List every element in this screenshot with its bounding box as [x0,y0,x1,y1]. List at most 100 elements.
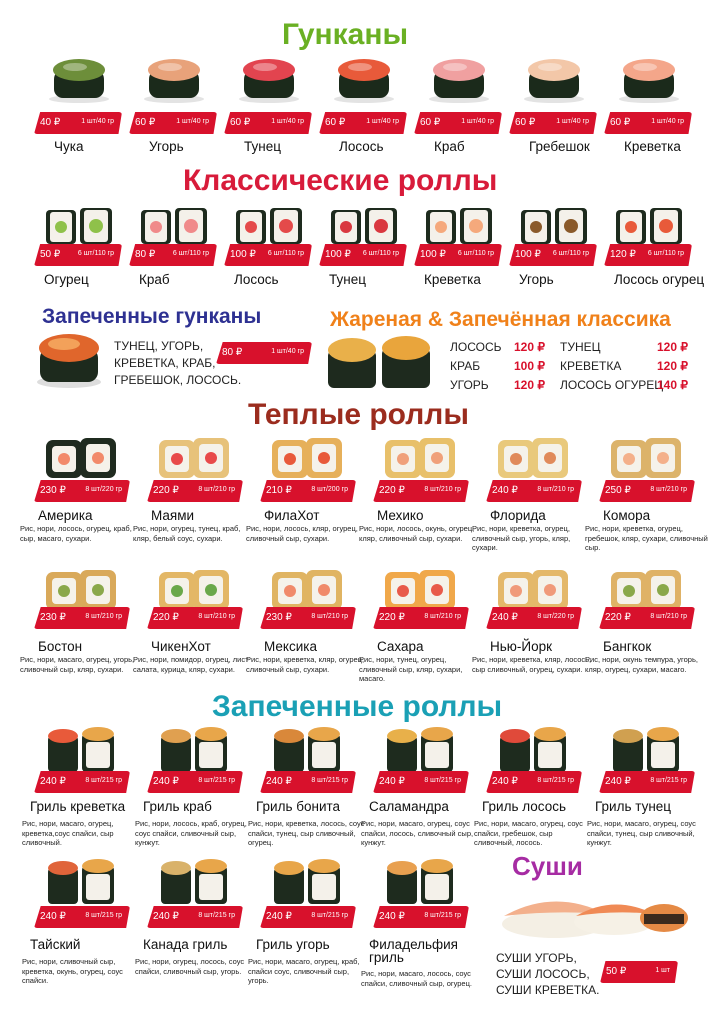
warm-roll-name: ФилаХот [264,508,320,523]
fried-classic-price: 120 ₽ [514,378,545,392]
price: 240 ₽ [266,776,292,787]
baked-gunkan-line: КРЕВЕТКА, КРАБ, [114,356,216,370]
portion: 6 шт/110 гр [457,250,494,257]
baked-roll-name: Гриль бонита [256,799,341,814]
price: 250 ₽ [605,485,631,496]
price-tag: 240 ₽ 8 шт/215 гр [34,906,130,928]
price: 240 ₽ [40,911,66,922]
price: 100 ₽ [325,249,351,260]
price-tag: 100 ₽ 6 шт/110 гр [224,244,312,266]
sushi-line: СУШИ ЛОСОСЬ, [496,967,590,981]
warm-roll-image [270,564,344,616]
portion: 8 шт/210 гр [85,613,122,620]
portion: 8 шт/210 гр [198,613,235,620]
sushi-description: СУШИ УГОРЬ, СУШИ ЛОСОСЬ, СУШИ КРЕВЕТКА. [496,950,600,998]
warm-roll-name: Бостон [38,639,83,654]
gunkan-image [517,52,591,104]
gunkan-image [42,52,116,104]
warm-roll-name: Комора [603,508,651,523]
sushi-line: СУШИ КРЕВЕТКА. [496,983,600,997]
warm-roll-name: Мексика [264,639,317,654]
gunkan-image [232,52,306,104]
baked-gunkan-line: ГРЕБЕШОК, ЛОСОСЬ. [114,373,242,387]
portion: 8 шт/200 гр [311,486,348,493]
price-tag: 220 ₽ 8 шт/210 гр [373,480,469,502]
price: 60 ₽ [420,117,441,128]
fried-classic-image [324,330,434,392]
baked-roll-image [609,724,683,776]
gunkan-name: Гребешок [529,139,590,154]
fried-classic-price: 100 ₽ [514,359,545,373]
price-tag: 100 ₽ 6 шт/110 гр [414,244,502,266]
warm-roll-image [157,432,231,484]
price: 120 ₽ [610,249,636,260]
portion: 1 шт [655,967,670,974]
price: 80 ₽ [222,347,243,358]
price: 240 ₽ [379,911,405,922]
baked-roll-description: Рис, нори, масаго, огурец, соус спайси, … [587,819,696,847]
baked-roll-image [270,724,344,776]
classic-roll-name: Угорь [519,272,554,287]
baked-roll-image [157,724,231,776]
price: 240 ₽ [40,776,66,787]
warm-roll-name: Маями [151,508,195,523]
baked-roll-description: Рис, нори, креветка, лосось, соус спайси… [248,819,365,847]
portion: 8 шт/210 гр [650,486,687,493]
warm-roll-image [496,564,570,616]
portion: 1 шт/40 гр [651,118,684,125]
price: 60 ₽ [515,117,536,128]
price-tag: 250 ₽ 8 шт/210 гр [599,480,695,502]
sushi-line: СУШИ УГОРЬ, [496,951,577,965]
warm-roll-image [44,564,118,616]
portion: 8 шт/210 гр [311,613,348,620]
warm-roll-image [609,564,683,616]
price: 210 ₽ [266,485,292,496]
section-title-baked-gunkany: Запеченные гунканы [42,305,262,328]
section-title-sushi: Суши [512,851,583,881]
portion: 8 шт/215 гр [424,912,461,919]
sushi-image [494,880,694,950]
baked-roll-name: Гриль краб [143,799,212,814]
warm-roll-name: Нью-Йорк [490,639,553,654]
baked-gunkan-line: ТУНЕЦ, УГОРЬ, [114,339,204,353]
warm-roll-name: ЧикенХот [151,639,211,654]
portion: 8 шт/215 гр [650,777,687,784]
portion: 1 шт/40 гр [176,118,209,125]
classic-roll-image [232,198,306,250]
classic-roll-name: Креветка [424,272,481,287]
price: 60 ₽ [610,117,631,128]
price: 240 ₽ [492,612,518,623]
classic-roll-image [422,198,496,250]
baked-roll-image [270,856,344,908]
baked-roll-image [44,856,118,908]
baked-gunkan-description: ТУНЕЦ, УГОРЬ, КРЕВЕТКА, КРАБ, ГРЕБЕШОК, … [114,338,241,389]
price: 240 ₽ [153,911,179,922]
baked-roll-description: Рис, нори, лосось, краб, огурец, соус сп… [135,819,247,847]
section-title-classic: Классические роллы [183,164,498,197]
price-tag: 240 ₽ 8 шт/215 гр [260,771,356,793]
warm-roll-name: Мехико [377,508,424,523]
price-tag: 240 ₽ 8 шт/215 гр [147,906,243,928]
price: 240 ₽ [266,911,292,922]
price-tag: 230 ₽ 8 шт/210 гр [34,607,130,629]
price-tag: 220 ₽ 8 шт/210 гр [373,607,469,629]
price-tag: 80 ₽ 6 шт/110 гр [129,244,217,266]
baked-roll-description: Рис, нори, масаго, огурец, соус спайси, … [474,819,583,847]
price-tag: 220 ₽ 8 шт/210 гр [147,607,243,629]
fried-classic-price: 120 ₽ [657,340,688,354]
price: 220 ₽ [379,612,405,623]
classic-roll-image [517,198,591,250]
portion: 8 шт/215 гр [85,912,122,919]
portion: 8 шт/215 гр [198,912,235,919]
warm-roll-image [44,432,118,484]
warm-roll-description: Рис, нори, лосось, огурец, краб, сыр, ма… [20,524,132,543]
fried-classic-name: КРАБ [450,359,481,373]
warm-roll-description: Рис, нори, креветка, огурец, сливочный с… [472,524,571,552]
portion: 8 шт/220 гр [85,486,122,493]
price: 220 ₽ [379,485,405,496]
warm-roll-name: Сахара [377,639,424,654]
warm-roll-description: Рис, нори, креветка, кляр, огурец, сливо… [246,655,365,674]
fried-classic-price: 120 ₽ [514,340,545,354]
baked-roll-image [383,856,457,908]
portion: 1 шт/40 гр [461,118,494,125]
